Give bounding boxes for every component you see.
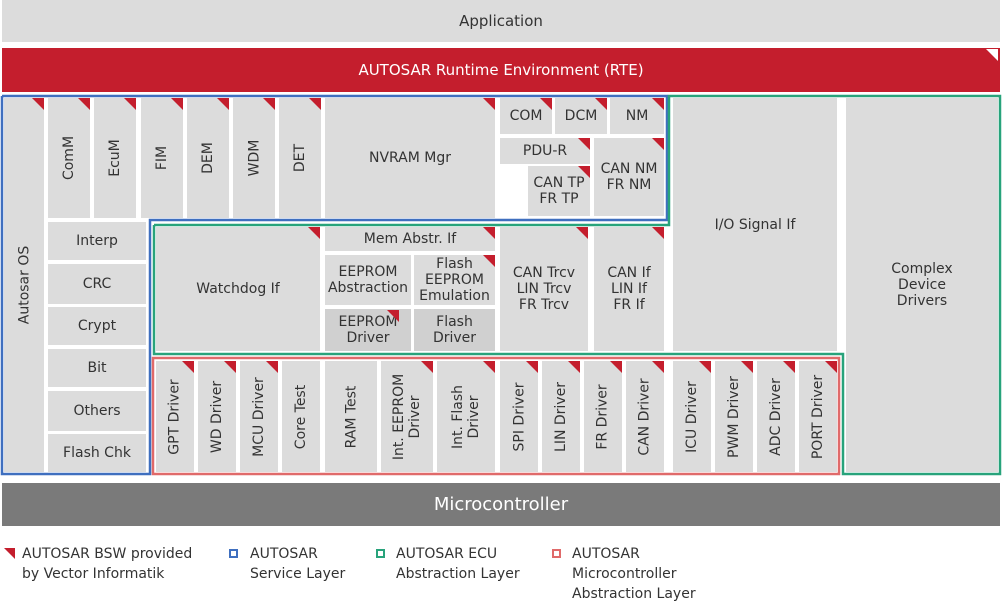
vector-flag-icon <box>483 255 495 267</box>
vector-flag-icon <box>182 361 194 373</box>
vector-flag-icon <box>483 98 495 110</box>
eeprom-abstraction[interactable]: EEPROM Abstraction <box>325 255 411 305</box>
vector-flag-icon <box>568 361 580 373</box>
vector-flag-icon <box>783 361 795 373</box>
watchdog-interface[interactable]: Watchdog If <box>156 227 320 351</box>
det-module[interactable]: DET <box>279 98 321 218</box>
wd-driver[interactable]: WD Driver <box>198 361 236 472</box>
vector-flag-icon <box>217 98 229 110</box>
icu-driver[interactable]: ICU Driver <box>673 361 711 472</box>
vector-flag-icon <box>526 361 538 373</box>
application-layer[interactable]: Application <box>2 0 1000 42</box>
vector-flag-icon <box>652 98 664 110</box>
vector-flag-icon <box>124 98 136 110</box>
legend-vector-text: AUTOSAR BSW provided by Vector Informati… <box>22 546 193 582</box>
vector-flag-icon <box>741 361 753 373</box>
legend-service-text: AUTOSAR Service Layer <box>250 546 346 582</box>
fim-module[interactable]: FIM <box>141 98 183 218</box>
vector-flag-icon <box>78 98 90 110</box>
comm-module[interactable]: ComM <box>48 98 90 218</box>
wdm-module[interactable]: WDM <box>233 98 275 218</box>
dem-module[interactable]: DEM <box>187 98 229 218</box>
bit-library[interactable]: Bit <box>48 349 146 387</box>
service-legend-icon <box>229 549 238 558</box>
vector-flag-icon <box>652 227 664 239</box>
internal-eeprom-driver[interactable]: Int. EEPROM Driver <box>381 361 433 472</box>
crc-library[interactable]: CRC <box>48 264 146 304</box>
vector-flag-icon <box>595 98 607 110</box>
legend-ecu-text: AUTOSAR ECU Abstraction Layer <box>396 546 520 582</box>
port-driver[interactable]: PORT Driver <box>799 361 837 472</box>
others-library[interactable]: Others <box>48 391 146 431</box>
vector-flag-icon <box>540 98 552 110</box>
vector-flag-icon <box>421 361 433 373</box>
ecu-legend-icon <box>376 549 385 558</box>
ecum-module[interactable]: EcuM <box>94 98 136 218</box>
vector-flag-icon <box>652 138 664 150</box>
vector-flag-icon <box>578 138 590 150</box>
spi-driver[interactable]: SPI Driver <box>500 361 538 472</box>
vector-flag-icon <box>32 98 44 110</box>
vector-flag-icon <box>263 98 275 110</box>
interp-library[interactable]: Interp <box>48 222 146 260</box>
lin-driver[interactable]: LIN Driver <box>542 361 580 472</box>
comm-interfaces[interactable]: CAN If LIN If FR If <box>594 227 664 351</box>
mcu-driver[interactable]: MCU Driver <box>240 361 278 472</box>
vector-flag-icon <box>610 361 622 373</box>
vector-flag-icon <box>825 361 837 373</box>
crypt-library[interactable]: Crypt <box>48 307 146 345</box>
microcontroller-layer[interactable]: Microcontroller <box>2 483 1000 526</box>
pdu-router[interactable]: PDU-R <box>500 138 590 164</box>
nvram-manager[interactable]: NVRAM Mgr <box>325 98 495 218</box>
vector-flag-icon <box>171 98 183 110</box>
vector-flag-icon <box>578 166 590 178</box>
flash-driver[interactable]: Flash Driver <box>414 309 495 351</box>
vector-flag-icon <box>266 361 278 373</box>
gpt-driver[interactable]: GPT Driver <box>156 361 194 472</box>
core-test[interactable]: Core Test <box>282 361 320 472</box>
vector-flag-icon <box>483 361 495 373</box>
transceiver-drivers[interactable]: CAN Trcv LIN Trcv FR Trcv <box>500 227 588 351</box>
fr-driver[interactable]: FR Driver <box>584 361 622 472</box>
vector-flag-icon <box>699 361 711 373</box>
complex-device-drivers[interactable]: Complex Device Drivers <box>846 98 998 472</box>
ram-test[interactable]: RAM Test <box>325 361 377 472</box>
vector-flag-icon <box>387 310 399 322</box>
vector-flag-icon <box>576 227 588 239</box>
vector-flag-legend-icon <box>4 548 15 559</box>
vector-flag-icon <box>308 227 320 239</box>
autosar-os[interactable]: Autosar OS <box>4 98 44 472</box>
vector-flag-icon <box>986 49 998 61</box>
mcal-legend-icon <box>552 549 561 558</box>
pwm-driver[interactable]: PWM Driver <box>715 361 753 472</box>
vector-flag-icon <box>309 98 321 110</box>
vector-flag-icon <box>224 361 236 373</box>
can-driver[interactable]: CAN Driver <box>626 361 664 472</box>
legend-mcal-text: AUTOSAR Microcontroller Abstraction Laye… <box>572 546 696 602</box>
flash-check[interactable]: Flash Chk <box>48 434 146 472</box>
mem-abstraction-if[interactable]: Mem Abstr. If <box>325 227 495 251</box>
vector-flag-icon <box>483 227 495 239</box>
internal-flash-driver[interactable]: Int. Flash Driver <box>437 361 495 472</box>
io-signal-interface[interactable]: I/O Signal If <box>673 98 837 351</box>
rte-layer[interactable]: AUTOSAR Runtime Environment (RTE) <box>2 48 1000 92</box>
adc-driver[interactable]: ADC Driver <box>757 361 795 472</box>
vector-flag-icon <box>652 361 664 373</box>
